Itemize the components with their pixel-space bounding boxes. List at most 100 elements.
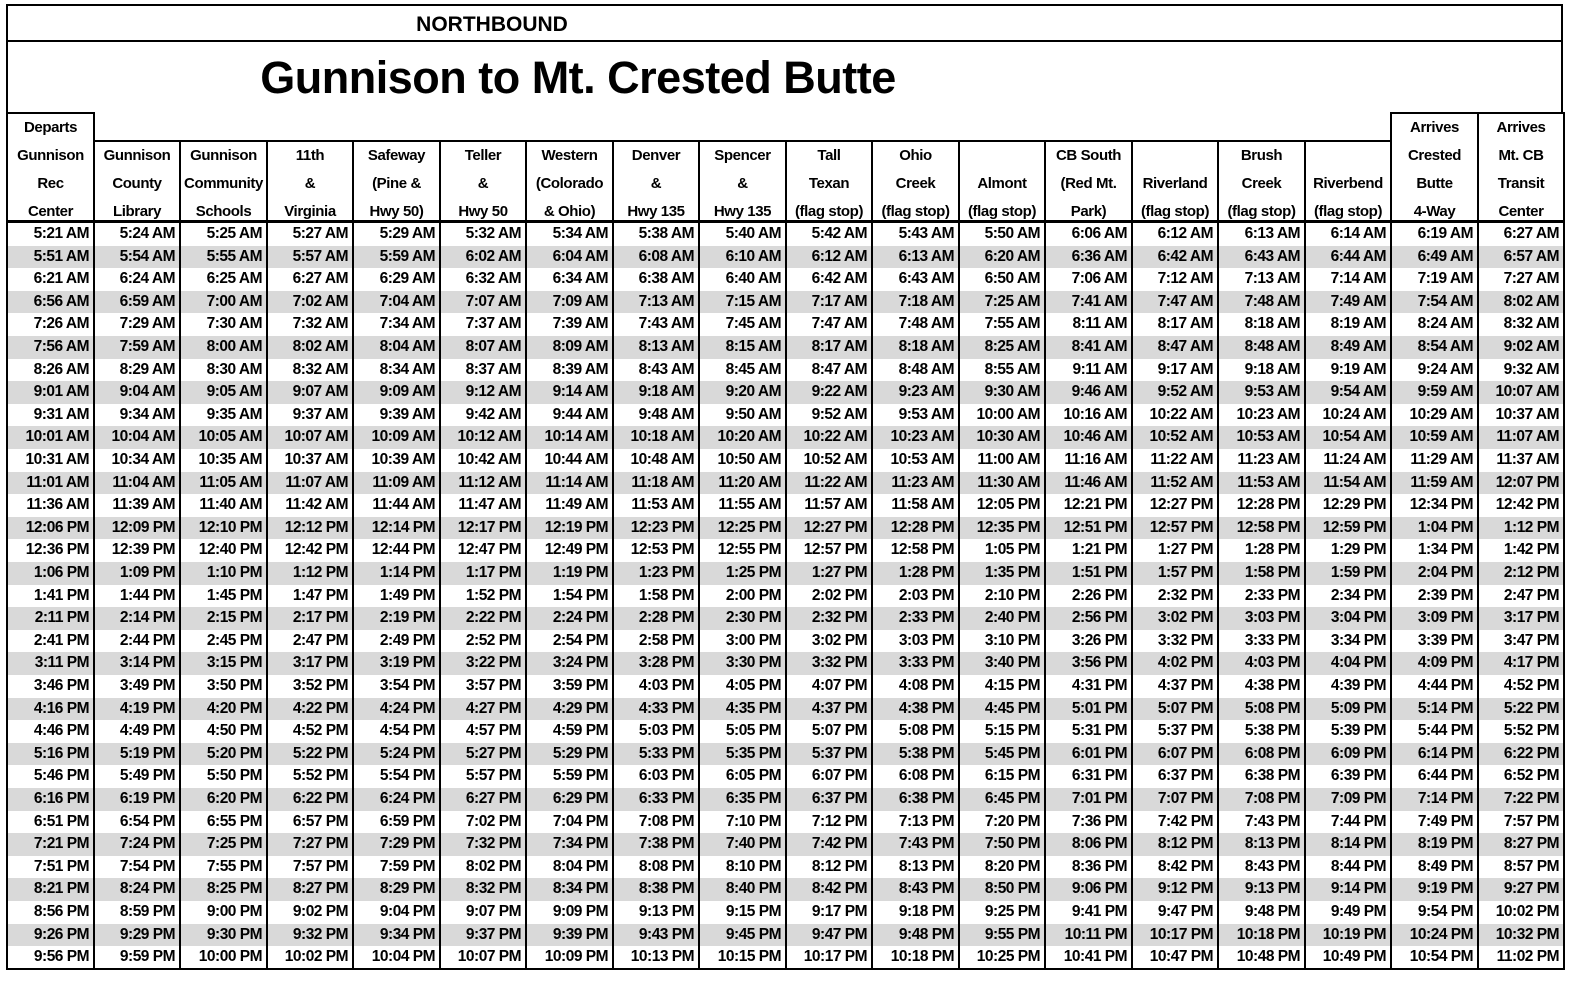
column-header-line: Western xyxy=(541,147,598,164)
time-cell: 7:38 PM xyxy=(638,835,695,853)
time-cell: 1:44 PM xyxy=(119,586,176,604)
time-cell: 7:42 PM xyxy=(811,835,868,853)
table-row: 3:46 PM 3:49 PM 3:50 PM 3:52 PM 3:54 PM 3:57 … xyxy=(6,675,1563,698)
column-header-line: (flag stop) xyxy=(967,203,1037,220)
time-cell: 9:35 AM xyxy=(206,405,263,423)
time-cell: 10:07 AM xyxy=(1495,383,1560,401)
time-cell: 3:28 PM xyxy=(638,654,695,672)
time-cell: 9:04 PM xyxy=(379,903,436,920)
time-cell: 8:48 AM xyxy=(898,360,955,378)
time-cell: 3:22 PM xyxy=(465,654,522,672)
time-cell: 10:42 AM xyxy=(457,451,522,468)
time-cell: 12:28 PM xyxy=(890,518,955,536)
time-cell: 7:51 PM xyxy=(33,857,90,875)
time-cell: 6:38 PM xyxy=(1244,767,1301,785)
time-cell: 10:00 AM xyxy=(976,405,1041,423)
time-cell: 5:57 PM xyxy=(465,767,522,785)
table-row: 5:16 PM 5:19 PM 5:20 PM 5:22 PM 5:24 PM 5:27 … xyxy=(6,742,1563,766)
time-cell: 5:45 PM xyxy=(984,744,1041,762)
time-cell: 12:55 PM xyxy=(717,541,782,559)
time-cell: 8:04 PM xyxy=(552,857,609,875)
table-row: 6:56 AM 6:59 AM 7:00 AM 7:02 AM 7:04 AM 7:07 … xyxy=(6,290,1563,314)
time-cell: 6:42 AM xyxy=(811,270,868,288)
table-row: 5:51 AM 5:54 AM 5:55 AM 5:57 AM 5:59 AM 6:02 … xyxy=(6,245,1563,269)
column-header-line: Safeway xyxy=(367,147,426,164)
time-cell: 9:55 PM xyxy=(984,925,1041,943)
time-cell: 9:59 PM xyxy=(119,948,176,966)
time-cell: 1:51 PM xyxy=(1071,564,1128,581)
time-cell: 12:29 PM xyxy=(1322,496,1387,514)
column-header: Tall Texan (flag stop) xyxy=(785,140,873,222)
time-cell: 8:59 PM xyxy=(119,903,176,920)
direction-label: NORTHBOUND xyxy=(416,13,568,36)
time-cell: 12:07 PM xyxy=(1495,473,1560,491)
time-cell: 8:19 PM xyxy=(1417,835,1474,853)
time-cell: 7:43 PM xyxy=(898,835,955,853)
time-cell: 12:10 PM xyxy=(198,518,263,536)
time-cell: 2:40 PM xyxy=(984,609,1041,627)
time-cell: 6:49 AM xyxy=(1417,247,1474,265)
time-cell: 7:26 AM xyxy=(33,315,90,333)
time-cell: 12:58 PM xyxy=(1236,518,1301,536)
table-row: 8:26 AM 8:29 AM 8:30 AM 8:32 AM 8:34 AM 8:37 … xyxy=(6,359,1563,382)
time-cell: 12:06 PM xyxy=(25,518,90,536)
table-row: 6:51 PM 6:54 PM 6:55 PM 6:57 PM 6:59 PM 7:02 … xyxy=(6,811,1563,834)
time-cell: 3:09 PM xyxy=(1417,609,1474,627)
time-cell: 4:39 PM xyxy=(1330,677,1387,694)
time-cell: 11:53 AM xyxy=(1237,473,1300,491)
time-cell: 8:26 AM xyxy=(33,360,90,378)
column-header-line: 11th xyxy=(295,147,325,164)
time-cell: 3:32 PM xyxy=(1157,631,1214,649)
time-cell: 3:33 PM xyxy=(898,654,955,672)
time-cell: 10:07 PM xyxy=(457,948,522,966)
time-cell: 7:10 PM xyxy=(725,812,782,830)
table-row: 4:16 PM 4:19 PM 4:20 PM 4:22 PM 4:24 PM 4:27 … xyxy=(6,697,1563,721)
time-cell: 3:40 PM xyxy=(984,654,1041,672)
time-cell: 12:59 PM xyxy=(1322,518,1387,536)
time-cell: 8:34 PM xyxy=(552,880,609,898)
time-cell: 11:49 AM xyxy=(545,496,608,514)
time-cell: 11:39 AM xyxy=(112,496,175,514)
time-cell: 4:52 PM xyxy=(292,722,349,740)
time-cell: 12:42 PM xyxy=(284,541,349,559)
column-header: Teller & Hwy 50 xyxy=(439,140,527,222)
time-cell: 6:38 AM xyxy=(638,270,695,288)
time-cell: 8:43 AM xyxy=(638,360,695,378)
table-row: 7:21 PM 7:24 PM 7:25 PM 7:27 PM 7:29 PM 7:32 … xyxy=(6,833,1563,856)
time-cell: 6:37 PM xyxy=(1157,767,1214,785)
column-header-line: CB South xyxy=(1055,147,1122,164)
time-cell: 9:15 PM xyxy=(725,903,782,920)
time-cell: 11:24 AM xyxy=(1323,451,1386,468)
time-cell: 7:48 AM xyxy=(1244,292,1301,310)
time-cell: 9:47 PM xyxy=(1157,903,1214,920)
time-cell: 5:25 AM xyxy=(206,225,263,242)
time-cell: 9:48 AM xyxy=(638,405,695,423)
time-cell: 2:54 PM xyxy=(552,631,609,649)
time-cell: 10:17 PM xyxy=(803,948,868,966)
time-cell: 4:45 PM xyxy=(984,699,1041,717)
time-cell: 7:18 AM xyxy=(898,292,955,310)
time-cell: 5:38 AM xyxy=(638,225,695,242)
column-header-line: Creek xyxy=(895,175,936,192)
column-header-line: Gunnison xyxy=(190,147,257,164)
time-cell: 12:23 PM xyxy=(630,518,695,536)
column-divider xyxy=(6,220,8,970)
column-header: Almont (flag stop) xyxy=(958,140,1046,222)
time-cell: 5:49 PM xyxy=(119,767,176,785)
time-cell: 1:14 PM xyxy=(379,564,436,581)
time-cell: 2:14 PM xyxy=(119,609,176,627)
time-cell: 7:00 AM xyxy=(206,292,263,310)
time-cell: 8:09 AM xyxy=(552,338,609,355)
time-cell: 1:28 PM xyxy=(1244,541,1301,559)
column-header-line: Butte xyxy=(1416,175,1453,192)
time-cell: 1:28 PM xyxy=(898,564,955,581)
column-header-line: (Colorado xyxy=(535,175,604,192)
time-cell: 1:49 PM xyxy=(379,586,436,604)
time-cell: 8:25 AM xyxy=(984,338,1041,355)
time-cell: 12:28 PM xyxy=(1236,496,1301,514)
column-header-line: Brush xyxy=(1240,147,1283,164)
time-cell: 7:29 PM xyxy=(379,835,436,853)
time-cell: 7:48 AM xyxy=(898,315,955,333)
time-cell: 6:04 AM xyxy=(552,247,609,265)
time-cell: 5:38 PM xyxy=(1244,722,1301,740)
